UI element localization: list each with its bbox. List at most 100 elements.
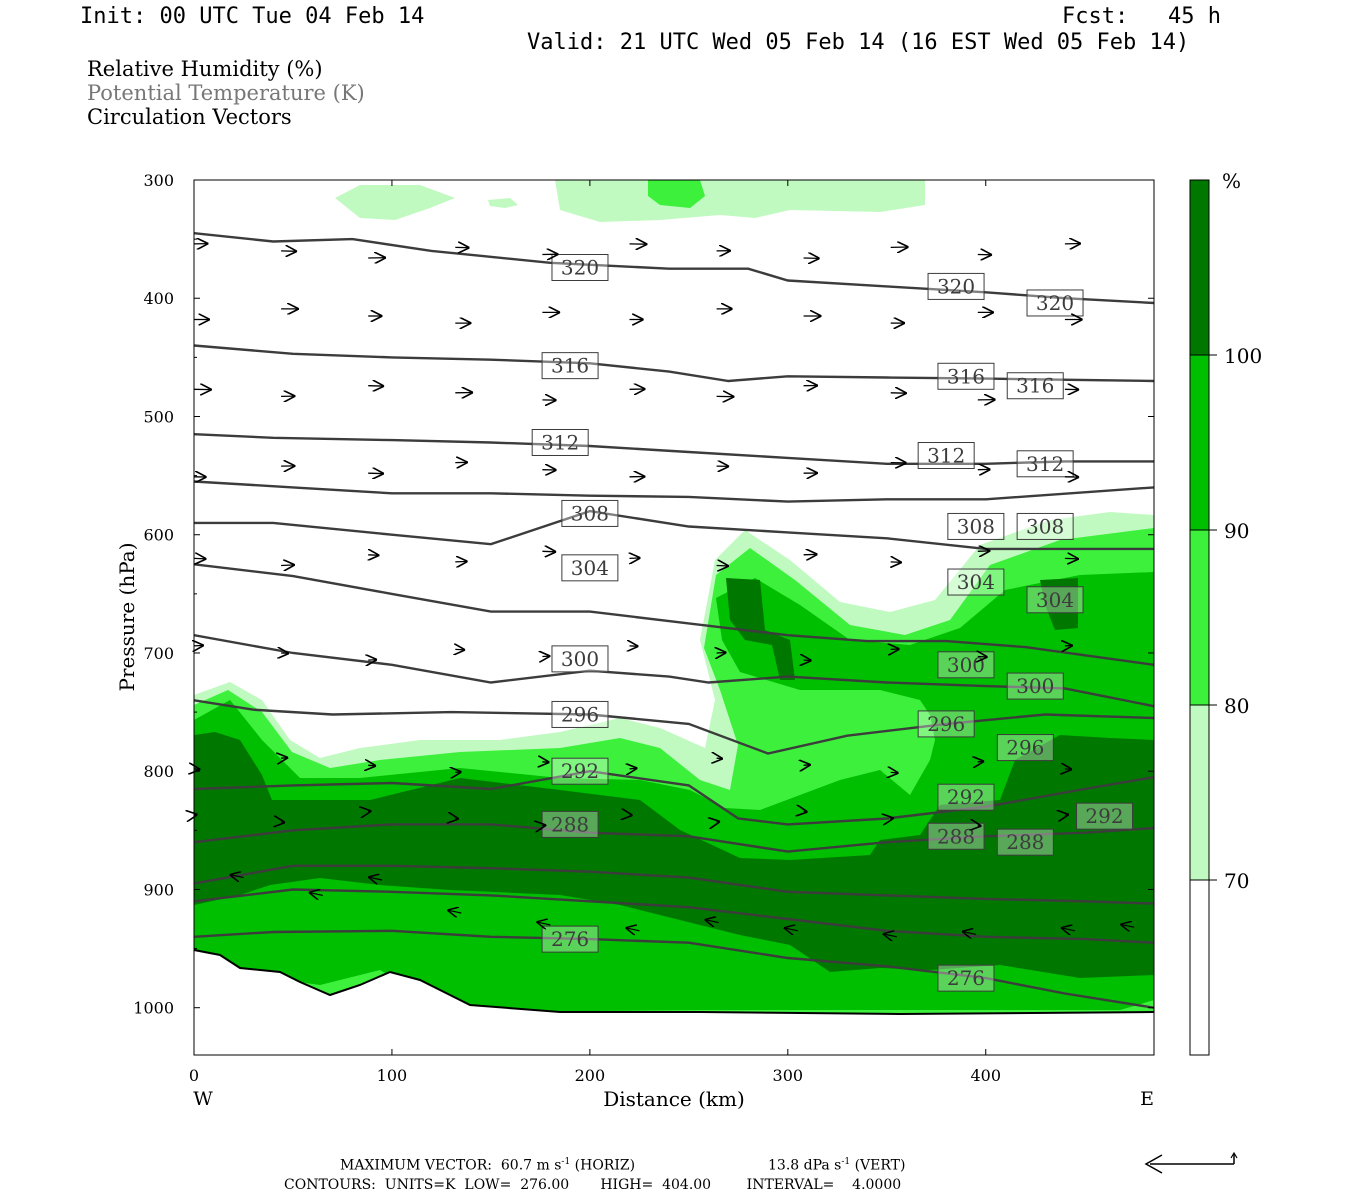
theta-contour-label: 316 <box>937 362 995 390</box>
rh-upper-70-b <box>555 180 925 222</box>
circulation-vector <box>630 558 641 559</box>
y-tick-label: 800 <box>143 762 174 781</box>
theta-contour-label: 308 <box>1016 512 1074 540</box>
circulation-vector <box>717 653 727 654</box>
colorbar-label: 70 <box>1224 869 1249 893</box>
circulation-vector <box>194 645 204 646</box>
forecast-hour: Fcst: 45 h <box>1062 4 1221 29</box>
valid-time: Valid: 21 UTC Wed 05 Feb 14 (16 EST Wed … <box>527 30 1190 55</box>
terrain-mask <box>194 950 1154 1055</box>
circulation-vector <box>368 877 383 880</box>
svg-text:288: 288 <box>551 812 589 836</box>
svg-text:292: 292 <box>947 785 985 809</box>
theta-contour-label: 308 <box>561 499 619 527</box>
circulation-vector <box>978 761 984 762</box>
circulation-vector <box>626 928 640 931</box>
colorbar-segment <box>1189 704 1210 881</box>
theta-contour-label: 312 <box>917 442 975 470</box>
circulation-vector <box>193 558 207 559</box>
svg-text:296: 296 <box>561 702 599 726</box>
theta-contour-label: 304 <box>947 568 1005 596</box>
theta-contour-label: 292 <box>937 783 995 811</box>
svg-text:276: 276 <box>947 966 985 990</box>
circulation-vector <box>368 660 377 661</box>
svg-text:300: 300 <box>561 647 599 671</box>
theta-contour-label: 308 <box>947 512 1005 540</box>
theta-contour-label: 296 <box>917 710 975 738</box>
svg-text:316: 316 <box>947 364 985 388</box>
rh-upper-70-c <box>488 198 518 208</box>
theta-contour-296 <box>194 699 1154 755</box>
circulation-vector <box>542 551 556 552</box>
svg-text:316: 316 <box>1016 374 1054 398</box>
circulation-vector <box>717 822 721 823</box>
theta-contour-label: 288 <box>541 810 599 838</box>
circulation-vector <box>309 892 323 895</box>
colorbar-label: 80 <box>1224 694 1249 718</box>
circulation-vector <box>883 934 897 937</box>
svg-text:300: 300 <box>1016 674 1054 698</box>
circulation-vector <box>803 554 818 555</box>
reference-vector <box>1144 1151 1238 1174</box>
circulation-vector <box>230 875 244 878</box>
circulation-vector <box>978 657 988 658</box>
colorbar-segment <box>1189 879 1210 1056</box>
rh-100-column <box>726 578 795 680</box>
x-axis-title: Distance (km) <box>603 1087 745 1111</box>
theta-contour-label: 276 <box>937 964 995 992</box>
colorbar-label: 100 <box>1224 344 1262 368</box>
circulation-vector <box>1064 558 1079 559</box>
svg-text:320: 320 <box>937 274 975 298</box>
circulation-vector <box>962 931 977 934</box>
circulation-vector <box>368 765 376 766</box>
svg-text:320: 320 <box>561 256 599 280</box>
circulation-vector <box>891 772 899 773</box>
circulation-vector <box>194 815 198 816</box>
x-label-east: E <box>1140 1088 1154 1110</box>
theta-contour-label: 300 <box>551 645 609 673</box>
circulation-vector <box>455 772 461 773</box>
rh-shading <box>194 180 1154 1055</box>
theta-contour-label: 292 <box>1076 802 1134 830</box>
theta-contour-label: 316 <box>541 352 599 380</box>
theta-contour-316 <box>194 344 1154 383</box>
svg-text:308: 308 <box>1026 514 1064 538</box>
circulation-vector <box>784 928 798 931</box>
contour-info: CONTOURS: UNITS=K LOW= 276.00 HIGH= 404.… <box>284 1177 902 1193</box>
theta-contour-label: 320 <box>927 272 985 300</box>
theta-contour-label: 316 <box>1006 372 1064 400</box>
theta-contour-label: 320 <box>551 254 609 281</box>
theta-contour-label: 296 <box>551 700 609 728</box>
theta-contour-label: 300 <box>1006 672 1064 700</box>
theta-contour-280 <box>194 888 1154 944</box>
circulation-vector <box>891 562 902 563</box>
svg-text:276: 276 <box>551 927 589 951</box>
circulation-vector <box>1120 924 1135 927</box>
circulation-vector <box>542 825 546 826</box>
theta-contour-label: 304 <box>561 554 619 582</box>
x-tick-label: 400 <box>970 1066 1001 1085</box>
y-tick-label: 600 <box>143 526 174 545</box>
theta-contour-288 <box>194 823 1154 853</box>
circulation-vector <box>455 561 467 562</box>
rh-100-patch-east <box>1040 578 1078 630</box>
rh-upper-70-a <box>335 185 455 220</box>
svg-text:312: 312 <box>541 431 579 455</box>
svg-text:288: 288 <box>937 824 975 848</box>
y-tick-label: 900 <box>143 880 174 899</box>
rh-upper-80 <box>648 180 705 208</box>
svg-text:312: 312 <box>1026 452 1064 476</box>
theta-contour-label: 312 <box>531 429 589 456</box>
rh-100-region <box>194 732 1154 978</box>
circulation-vector <box>717 758 723 759</box>
colorbar-segment <box>1189 179 1210 356</box>
theta-contour-308 <box>194 509 1154 551</box>
legend-vectors: Circulation Vectors <box>87 105 292 129</box>
y-tick-label: 700 <box>143 644 174 663</box>
circulation-vector <box>194 769 200 770</box>
theta-contour-284 <box>194 864 1154 905</box>
theta-contour-label: 296 <box>996 734 1054 762</box>
circulation-vector <box>1065 815 1069 816</box>
x-label-west: W <box>193 1088 213 1110</box>
